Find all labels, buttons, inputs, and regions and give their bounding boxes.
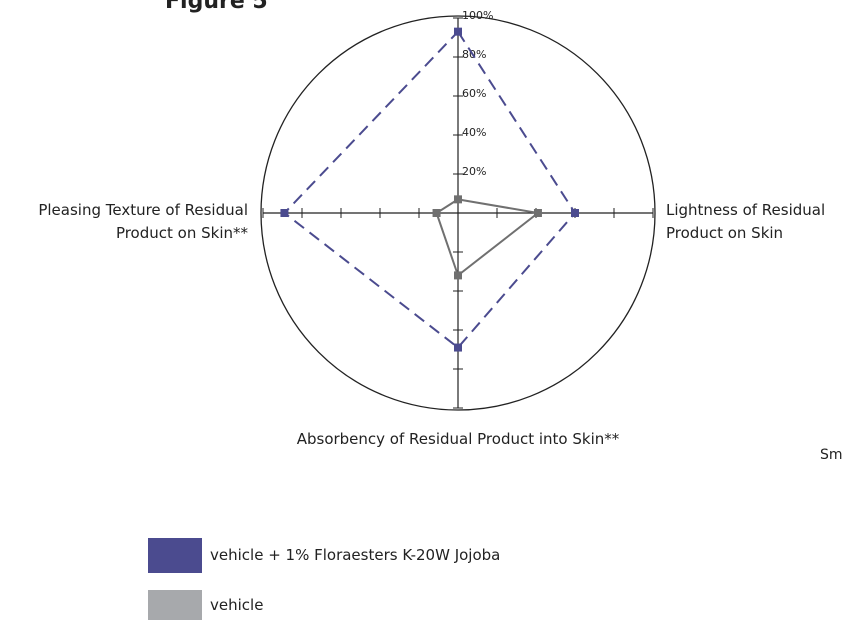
marker xyxy=(454,343,462,352)
tick-label: 100% xyxy=(462,9,493,22)
marker xyxy=(533,209,542,217)
marker xyxy=(280,209,289,217)
axis-label: Pleasing Texture of Residual Product on … xyxy=(38,201,248,242)
legend-label: vehicle xyxy=(210,596,264,614)
series-line xyxy=(435,198,541,278)
legend-swatch xyxy=(148,590,202,620)
annotation: Sm xyxy=(820,447,843,463)
marker xyxy=(454,195,462,204)
series-line xyxy=(282,30,577,349)
tick-label: 40% xyxy=(462,126,486,139)
tick-label: 60% xyxy=(462,87,486,100)
marker xyxy=(454,27,462,36)
chart-title: Figure 5 xyxy=(165,0,268,14)
tick-label: 20% xyxy=(462,165,486,178)
legend-swatch xyxy=(148,538,202,573)
tick-label: 80% xyxy=(462,48,486,61)
marker xyxy=(571,209,579,217)
axis-label: Absorbency of Residual Product into Skin… xyxy=(296,430,620,448)
legend-label: vehicle + 1% Floraesters K-20W Jojoba xyxy=(210,546,501,564)
marker xyxy=(454,271,462,280)
outer-circle xyxy=(260,15,656,411)
axis-label: Lightness of Residual Product on Skin xyxy=(666,201,826,242)
marker xyxy=(432,209,441,217)
